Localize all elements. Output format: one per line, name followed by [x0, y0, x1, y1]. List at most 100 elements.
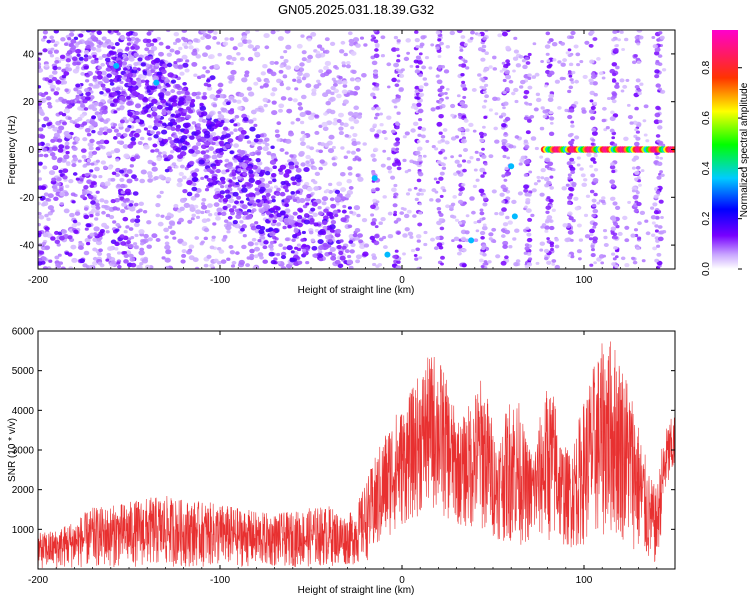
spectrogram-cell — [64, 141, 70, 146]
spectrogram-cell — [301, 76, 307, 81]
spectrogram-cell — [254, 191, 261, 196]
spectrogram-cell — [67, 37, 72, 41]
spectrogram-cell — [573, 196, 579, 201]
spectrogram-cell — [492, 96, 498, 102]
spectrogram-cell — [295, 117, 301, 122]
spectrogram-cell — [293, 228, 299, 234]
spectrogram-cell — [226, 229, 231, 234]
spectrogram-cell — [329, 224, 336, 230]
spectrogram-cell — [548, 70, 555, 76]
spectrogram-cell — [246, 86, 253, 91]
spectrogram-cell — [591, 213, 596, 218]
spectrogram-cell — [55, 79, 62, 85]
spectrogram-cell — [396, 231, 401, 235]
spectrogram-cell — [533, 107, 539, 112]
spectrogram-cell — [270, 92, 276, 97]
spectrogram-cell — [654, 47, 661, 53]
spectrogram-cell — [132, 66, 138, 71]
spectrogram-cell — [305, 83, 312, 88]
spectrogram-cell — [262, 146, 269, 152]
spectrogram-cell — [83, 57, 89, 62]
spectrogram-cell — [253, 138, 259, 143]
spectrogram-cell — [562, 223, 568, 228]
spectrogram-cell — [519, 85, 524, 89]
spectrogram-cell — [209, 65, 215, 70]
spectrogram-cell — [635, 246, 640, 251]
spectrogram-cell — [236, 99, 242, 104]
spectrogram-cell — [204, 188, 210, 192]
spectrogram-cell — [620, 89, 625, 93]
spectrogram-cell — [372, 123, 377, 128]
spectrogram-cell — [435, 236, 441, 240]
spectrogram-cell — [383, 136, 388, 141]
spectrogram-cell — [252, 202, 257, 207]
spectrogram-cell — [110, 177, 116, 182]
spectrogram-cell — [265, 211, 271, 216]
spectrogram-cell — [79, 113, 85, 118]
spectrogram-cell — [443, 91, 448, 95]
spectrogram-cell — [501, 200, 506, 204]
spectrogram-cell — [513, 87, 519, 93]
spectrogram-cell — [655, 134, 661, 138]
spectrogram-cell — [44, 213, 49, 218]
spectrogram-cell — [652, 202, 658, 207]
spectrogram-cell — [290, 250, 295, 254]
spectrogram-cell — [463, 118, 469, 123]
spectrogram-cell — [262, 97, 269, 103]
spectrogram-cell — [633, 228, 639, 232]
spectrogram-cell — [574, 206, 580, 211]
spectrogram-cell — [62, 168, 69, 174]
spectrogram-cell — [332, 209, 339, 215]
spectrogram-cell — [371, 60, 378, 66]
spectrogram-cell — [352, 111, 360, 118]
spectrogram-cell — [219, 190, 226, 195]
spectrogram-cell — [40, 97, 47, 103]
spectrogram-cell — [206, 203, 213, 208]
spectrogram-cell — [611, 262, 616, 266]
spectrogram-cell — [569, 78, 574, 82]
spectrogram-cell — [323, 112, 328, 116]
spectrogram-cell — [405, 38, 411, 43]
spectrogram-cell — [187, 41, 193, 46]
spectrogram-cell — [301, 50, 307, 55]
spectrogram-cell — [430, 43, 435, 47]
spectrogram-cell — [254, 221, 259, 225]
spectrogram-cell — [245, 30, 251, 34]
spectrogram-cell — [186, 180, 193, 186]
spectrogram-cell — [130, 46, 135, 50]
spectrogram-cell — [250, 225, 257, 231]
spectrogram-cell — [507, 220, 513, 225]
spectrogram-cell — [514, 228, 520, 233]
spectrogram-cell — [169, 139, 175, 145]
spectrogram-cell — [357, 158, 362, 162]
spectrogram-cell — [100, 83, 106, 88]
x-tick-label: 100 — [576, 275, 593, 286]
spectrogram-cell — [501, 207, 507, 212]
spectrogram-cell — [50, 88, 55, 92]
spectrogram-cell — [59, 191, 66, 197]
spectrogram-cell — [612, 78, 616, 82]
spectrogram-cell — [105, 213, 111, 218]
spectrogram-cell — [321, 201, 327, 206]
spectrogram-cell — [51, 76, 58, 81]
spectrogram-cell — [460, 236, 467, 242]
spectrogram-cell — [544, 225, 550, 230]
spectrogram-cell — [224, 37, 229, 41]
spectrogram-cell — [376, 129, 382, 134]
spectrogram-cell — [232, 191, 239, 197]
spectrogram-cell — [482, 125, 486, 129]
spectrogram-cell — [59, 54, 66, 60]
spectrogram-cell — [438, 218, 443, 222]
spectrogram-cell — [569, 166, 576, 172]
spectrogram-cell — [642, 119, 647, 123]
spectrogram-cell — [107, 165, 113, 170]
spectrogram-cell — [420, 35, 426, 40]
spectrogram-cell — [259, 108, 265, 113]
spectrogram-cell — [107, 30, 112, 34]
spectrogram-cell — [504, 172, 509, 177]
spectrogram-cell — [218, 249, 225, 254]
spectrogram-cell — [45, 142, 50, 147]
spectrogram-cell — [170, 150, 175, 154]
spectrogram-cell — [505, 59, 510, 64]
spectrogram-cell — [416, 140, 421, 143]
